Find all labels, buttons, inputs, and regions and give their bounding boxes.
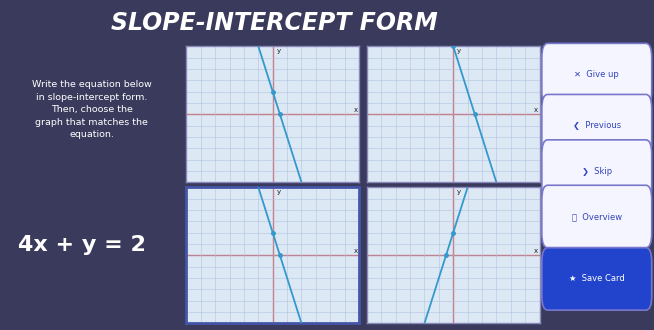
FancyBboxPatch shape [542,43,651,106]
Text: ❯  Skip: ❯ Skip [581,167,612,176]
FancyBboxPatch shape [542,185,651,248]
Text: ★  Save Card: ★ Save Card [569,275,625,283]
FancyBboxPatch shape [542,94,651,157]
Text: SLOPE-INTERCEPT FORM: SLOPE-INTERCEPT FORM [111,11,438,35]
Text: x: x [534,248,538,254]
Text: y: y [276,48,281,54]
Text: 🔍  Overview: 🔍 Overview [572,212,622,221]
Text: Write the equation below
in slope-intercept form.
Then, choose the
graph that ma: Write the equation below in slope-interc… [31,80,152,139]
Text: y: y [456,48,461,54]
FancyBboxPatch shape [542,248,651,310]
Text: ❮  Previous: ❮ Previous [573,121,621,130]
FancyBboxPatch shape [542,140,651,202]
Text: ✕  Give up: ✕ Give up [574,70,619,79]
Text: x: x [353,248,358,254]
Text: 4x + y = 2: 4x + y = 2 [18,235,146,255]
Text: y: y [276,189,281,195]
Text: x: x [534,107,538,113]
Text: x: x [353,107,358,113]
Text: y: y [456,189,461,195]
